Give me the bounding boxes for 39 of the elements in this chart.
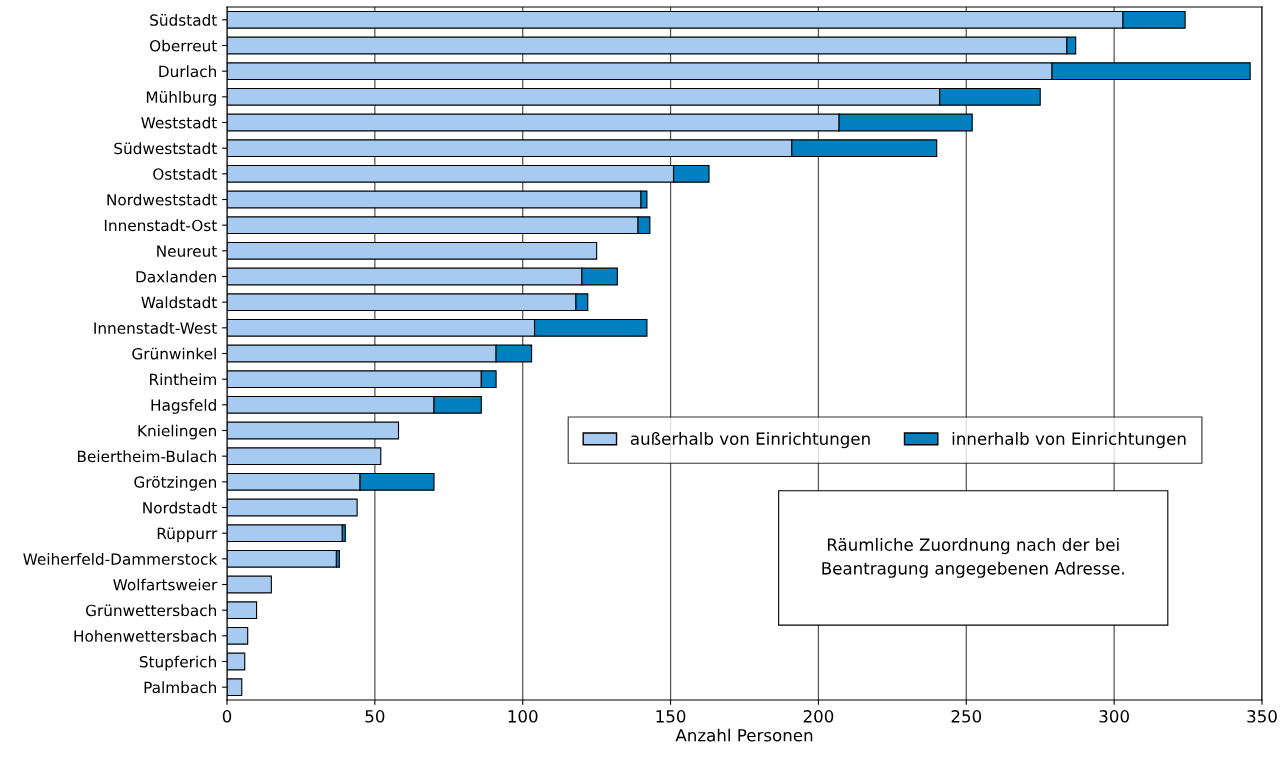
x-tick-label: 100: [508, 710, 538, 723]
legend-label: innerhalb von Einrichtungen: [952, 432, 1186, 449]
y-tick-label: Wolfartsweier: [113, 578, 218, 591]
y-tick-label: Innenstadt-West: [94, 322, 217, 334]
x-tick-label: 200: [803, 710, 834, 723]
y-tick-label: Rüppurr: [157, 527, 218, 543]
y-tick-label: Beiertheim-Bulach: [77, 450, 216, 463]
y-tick-label: Palmbach: [144, 681, 216, 694]
x-tick-label: 0: [222, 710, 232, 723]
y-tick-label: Stupferich: [139, 655, 216, 671]
y-tick-label: Weiherfeld-Dammerstock: [23, 553, 218, 565]
legend-label: außerhalb von Einrichtungen: [630, 432, 870, 449]
y-tick-label: Hagsfeld: [151, 399, 216, 414]
y-tick-label: Rintheim: [150, 373, 216, 386]
y-tick-label: Nordweststadt: [107, 193, 217, 206]
y-tick-label: Oberreut: [149, 39, 217, 52]
y-tick-label: Hohenwettersbach: [74, 630, 216, 642]
y-tick-label: Grünwettersbach: [85, 604, 216, 617]
y-tick-label: Daxlanden: [136, 270, 216, 283]
x-tick-label: 350: [1247, 710, 1277, 723]
y-tick-label: Mühlburg: [146, 91, 216, 106]
y-tick-label: Südstadt: [150, 14, 217, 26]
y-tick-label: Südweststadt: [114, 142, 217, 155]
y-tick-label: Durlach: [159, 65, 216, 78]
y-tick-label: Oststadt: [153, 168, 217, 180]
annotation: Räumliche Zuordnung nach der bei Beantragung angegebenen Adresse.: [822, 538, 1124, 578]
y-tick-label: Waldstadt: [141, 296, 217, 309]
y-tick-label: Grünwinkel: [132, 347, 216, 360]
x-tick-label: 50: [365, 710, 385, 723]
y-tick-label: Neureut: [157, 245, 217, 257]
y-tick-label: Weststadt: [141, 116, 217, 129]
x-tick-label: 250: [951, 710, 982, 723]
y-tick-label: Nordstadt: [143, 501, 217, 514]
x-axis-title: Anzahl Personen: [675, 728, 813, 742]
x-tick-label: 150: [656, 710, 686, 723]
x-tick-label: 300: [1099, 710, 1129, 723]
y-tick-label: Innenstadt-Ost: [104, 219, 217, 232]
y-tick-label: Grötzingen: [134, 476, 216, 491]
y-tick-label: Knielingen: [138, 424, 216, 440]
